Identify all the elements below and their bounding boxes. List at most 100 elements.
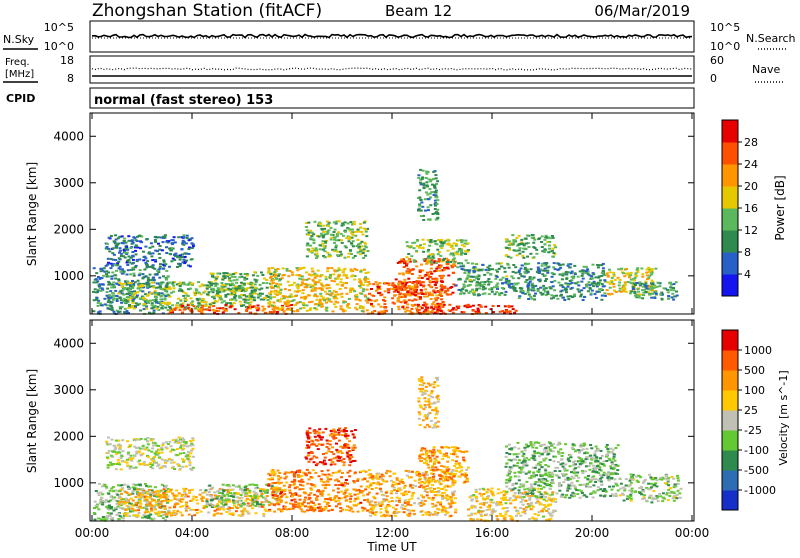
echo-cell [411,282,414,284]
echo-cell [302,292,305,294]
echo-cell [554,268,557,270]
echo-cell [129,273,132,275]
echo-cell [316,499,319,501]
echo-cell [319,223,322,225]
echo-cell [124,509,127,511]
echo-cell [337,500,340,502]
echo-cell [644,282,647,284]
nsky-panel: N.Sky 10^5 10^0 10^5 10^0 N.Search [3,21,796,53]
echo-cell [211,487,214,489]
echo-cell [634,274,637,276]
echo-cell [293,299,296,301]
echo-cell [176,510,179,512]
echo-cell [274,473,277,475]
echo-cell [172,466,175,468]
echo-cell [297,475,300,477]
echo-cell [161,305,164,307]
echo-cell [268,267,271,269]
echo-cell [189,462,192,464]
echo-cell [146,437,149,439]
echo-cell [100,290,103,292]
echo-cell [262,513,265,515]
echo-cell [385,310,388,312]
freq-panel: Freq. [MHz] 18 8 60 0 Nave [3,54,785,85]
echo-cell [134,292,137,294]
echo-cell [645,272,648,274]
echo-cell [289,503,292,505]
echo-cell [291,471,294,473]
echo-cell [103,298,106,300]
echo-cell [355,299,358,301]
echo-cell [408,286,411,288]
echo-cell [505,238,508,240]
echo-cell [162,236,165,238]
echo-cell [421,307,424,309]
echo-cell [106,456,109,458]
echo-cell [133,446,136,448]
echo-cell [313,494,316,496]
echo-cell [545,287,548,289]
echo-cell [487,284,490,286]
echo-cell [181,458,184,460]
echo-cell [132,236,135,238]
echo-cell [602,267,605,269]
echo-cell [324,241,327,243]
echo-cell [312,469,315,471]
echo-cell [221,284,224,286]
echo-cell [521,292,524,294]
echo-cell [148,251,151,253]
echo-cell [139,500,142,502]
echo-cell [567,284,570,286]
echo-cell [342,302,345,304]
echo-cell [320,228,323,230]
echo-cell [341,509,344,511]
echo-cell [154,239,157,241]
echo-cell [183,283,186,285]
echo-cell [422,304,425,306]
echo-cell [526,256,529,258]
echo-cell [541,235,544,237]
echo-cell [387,289,390,291]
echo-cell [315,247,318,249]
echo-cell [144,262,147,264]
echo-cell [424,210,427,212]
echo-cell [330,227,333,229]
echo-cell [275,283,278,285]
echo-cell [550,298,553,300]
echo-cell [148,515,151,517]
echo-cell [348,240,351,242]
echo-cell [102,516,105,518]
echo-cell [309,245,312,247]
echo-cell [466,306,469,308]
echo-cell [544,280,547,282]
echo-cell [216,505,219,507]
echo-cell [510,257,513,259]
echo-cell [333,236,336,238]
echo-cell [157,494,160,496]
echo-cell [446,261,449,263]
echo-cell [113,286,116,288]
echo-cell [149,462,152,464]
echo-cell [346,456,349,458]
echo-cell [110,258,113,260]
echo-cell [284,303,287,305]
echo-cell [452,259,455,261]
echo-cell [277,287,280,289]
echo-cell [556,298,559,300]
echo-cell [363,269,366,271]
echo-cell [426,278,429,280]
echo-cell [205,506,208,508]
echo-cell [440,277,443,279]
echo-cell [419,275,422,277]
echo-cell [280,289,283,291]
echo-cell [624,284,627,286]
echo-cell [110,267,113,269]
echo-cell [253,299,256,301]
echo-cell [264,297,267,299]
echo-cell [272,487,275,489]
echo-cell [675,281,678,283]
echo-cell [327,450,330,452]
echo-cell [340,239,343,241]
echo-cell [530,298,533,300]
echo-cell [117,462,120,464]
